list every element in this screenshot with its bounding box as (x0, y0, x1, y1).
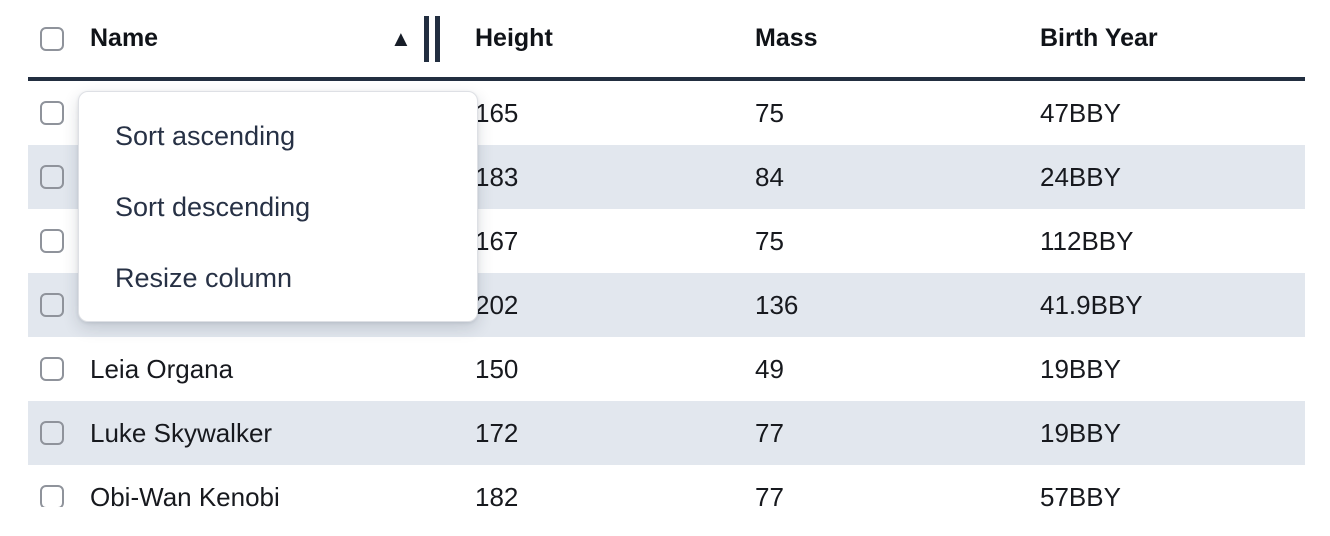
row-checkbox[interactable] (40, 229, 64, 253)
column-header-birth-year[interactable]: Birth Year (1040, 24, 1158, 52)
table-row: 165 75 47BBY (28, 81, 1305, 145)
cell-height: 182 (475, 481, 519, 508)
cell-mass: 77 (755, 417, 784, 448)
cell-birth-year: 41.9BBY (1040, 289, 1143, 320)
table-header-row: Name ▲ Height Mass Birth Year (28, 0, 1305, 81)
column-options-menu: Sort ascending Sort descending Resize co… (78, 91, 478, 322)
select-all-checkbox[interactable] (40, 26, 64, 51)
cell-mass: 84 (755, 161, 784, 192)
cell-name: Leia Organa (90, 353, 234, 384)
cell-height: 202 (475, 289, 519, 320)
sort-ascending-icon[interactable]: ▲ (390, 25, 412, 51)
row-checkbox[interactable] (40, 165, 64, 189)
row-checkbox[interactable] (40, 101, 64, 125)
cell-name: Luke Skywalker (90, 417, 273, 448)
menu-item-sort-ascending[interactable]: Sort ascending (115, 121, 296, 151)
resize-bar-right (435, 15, 440, 62)
cell-height: 172 (475, 417, 519, 448)
cell-birth-year: 47BBY (1040, 97, 1121, 128)
row-checkbox[interactable] (40, 357, 64, 381)
table-row: Luke Skywalker 172 77 19BBY (28, 401, 1305, 465)
cell-birth-year: 19BBY (1040, 353, 1121, 384)
cell-mass: 77 (755, 481, 784, 508)
column-header-name-label: Name (90, 24, 159, 52)
column-header-height[interactable]: Height (475, 24, 553, 52)
table-row: 167 75 112BBY (28, 209, 1305, 273)
row-checkbox[interactable] (40, 421, 64, 445)
cell-birth-year: 24BBY (1040, 161, 1121, 192)
column-resize-handle-icon[interactable] (424, 15, 440, 62)
cell-mass: 75 (755, 97, 784, 128)
cell-name: Obi-Wan Kenobi (90, 481, 280, 508)
resize-bar-left (424, 15, 429, 62)
cell-height: 183 (475, 161, 519, 192)
cell-birth-year: 19BBY (1040, 417, 1121, 448)
column-header-name[interactable]: Name ▲ (90, 0, 475, 77)
table-row: Leia Organa 150 49 19BBY (28, 337, 1305, 401)
table-row: Obi-Wan Kenobi 182 77 57BBY (28, 465, 1305, 507)
select-all-cell (28, 26, 90, 51)
row-checkbox[interactable] (40, 293, 64, 317)
cell-mass: 75 (755, 225, 784, 256)
row-checkbox[interactable] (40, 485, 64, 507)
cell-mass: 49 (755, 353, 784, 384)
cell-mass: 136 (755, 289, 799, 320)
cell-height: 150 (475, 353, 519, 384)
cell-height: 167 (475, 225, 519, 256)
column-header-mass[interactable]: Mass (755, 24, 818, 52)
menu-item-sort-descending[interactable]: Sort descending (115, 192, 311, 222)
cell-birth-year: 112BBY (1040, 225, 1134, 256)
menu-item-resize-column[interactable]: Resize column (115, 263, 293, 293)
cell-height: 165 (475, 97, 519, 128)
cell-birth-year: 57BBY (1040, 481, 1121, 508)
